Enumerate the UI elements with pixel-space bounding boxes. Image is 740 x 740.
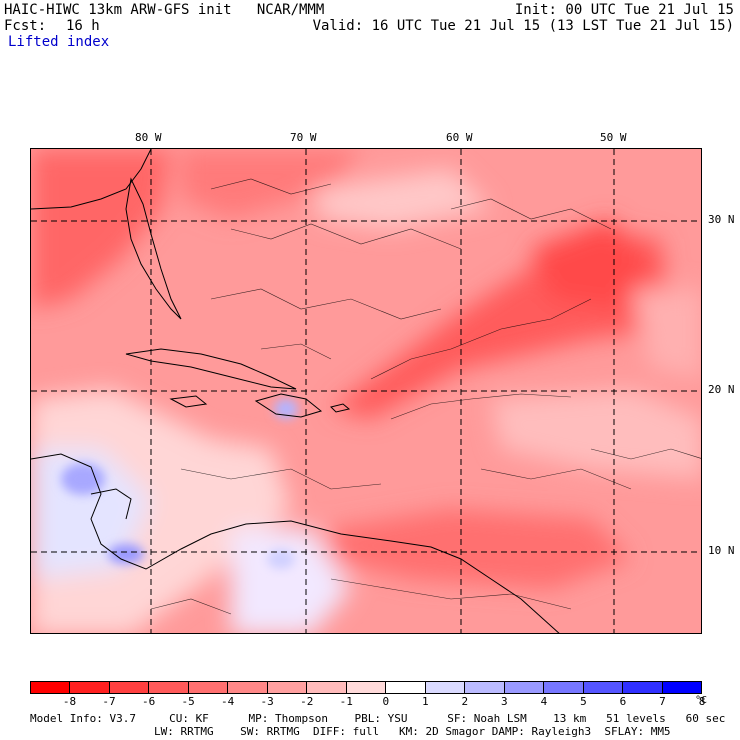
colorbar-swatch xyxy=(228,682,268,693)
us-coastline xyxy=(31,149,152,210)
init-time: Init: 00 UTC Tue 21 Jul 15 xyxy=(514,2,734,18)
colorbar-tick-label: -1 xyxy=(339,695,353,708)
colorbar-swatch xyxy=(109,682,150,693)
lat-label-20n: 20 N xyxy=(708,383,735,396)
colorbar-tick-label: -3 xyxy=(260,695,274,708)
colorbar-tick-label: 1 xyxy=(421,695,429,708)
colorbar-tick-label: 8 xyxy=(698,695,706,708)
florida-outline xyxy=(125,177,182,320)
product-title: HAIC-HIWC 13km ARW-GFS init NCAR/MMM xyxy=(4,2,325,18)
colorbar-tick-label: 7 xyxy=(659,695,666,708)
lon-label-60w: 60 W xyxy=(446,131,473,144)
colorbar-swatch xyxy=(386,682,426,693)
lat-label-10n: 10 N xyxy=(708,544,735,557)
colorbar-swatch xyxy=(465,682,505,693)
colorbar-tick-label: -8 xyxy=(62,695,77,708)
negative-pockets xyxy=(61,399,298,569)
colorbar-tick-label: -7 xyxy=(102,695,116,708)
colorbar-swatch xyxy=(504,682,545,693)
colorbar-swatch xyxy=(149,682,189,693)
lon-label-50w: 50 W xyxy=(600,131,627,144)
colorbar-swatch xyxy=(307,682,347,693)
valid-time: Valid: 16 UTC Tue 21 Jul 15 (13 LST Tue … xyxy=(312,18,734,34)
colorbar-tick-label: -5 xyxy=(181,695,195,708)
contours xyxy=(150,178,701,615)
colorbar-tick-label: 6 xyxy=(619,695,627,708)
colorbar-swatch xyxy=(346,682,387,693)
colorbar-tick-label: 3 xyxy=(501,695,508,708)
honduras-coast xyxy=(90,488,132,520)
forecast-hour-label: Fcst: xyxy=(4,18,47,34)
lifted-index-map xyxy=(31,149,701,633)
map-panel xyxy=(30,148,702,634)
field-name: Lifted index xyxy=(8,34,110,50)
colorbar-tick-label: 0 xyxy=(382,695,390,708)
lat-label-30n: 30 N xyxy=(708,213,735,226)
colorbar-unit: °C xyxy=(694,695,708,706)
colorbar-tick-label: -2 xyxy=(300,695,314,708)
lon-label-70w: 70 W xyxy=(290,131,317,144)
colorbar-tick-label: -6 xyxy=(141,695,156,708)
cuba-outline xyxy=(125,348,297,390)
colorbar-tick-label: 4 xyxy=(540,695,548,708)
colorbar-swatch xyxy=(544,682,584,693)
forecast-hour-value: 16 h xyxy=(66,18,100,34)
colorbar-swatch xyxy=(583,682,624,693)
colorbar-swatch xyxy=(662,682,701,693)
hispaniola-outline xyxy=(254,393,323,418)
jamaica-outline xyxy=(169,395,208,408)
colorbar-tick-label: -4 xyxy=(221,695,235,708)
colorbar-tick-label: 5 xyxy=(580,695,587,708)
colorbar xyxy=(30,681,702,694)
colorbar-swatch xyxy=(425,682,466,693)
colorbar-swatch xyxy=(267,682,308,693)
colorbar-swatch xyxy=(70,682,110,693)
colorbar-swatch xyxy=(623,682,663,693)
model-info-line2: LW: RRTMG SW: RRTMG DIFF: full KM: 2D Sm… xyxy=(154,725,671,738)
graticule xyxy=(31,149,701,633)
colorbar-swatch xyxy=(31,682,71,693)
model-info-line1: Model Info: V3.7 CU: KF MP: Thompson PBL… xyxy=(30,712,726,725)
puerto-rico-outline xyxy=(330,403,351,413)
colorbar-tick-label: 2 xyxy=(461,695,469,708)
lon-label-80w: 80 W xyxy=(135,131,162,144)
colorbar-swatch xyxy=(188,682,229,693)
